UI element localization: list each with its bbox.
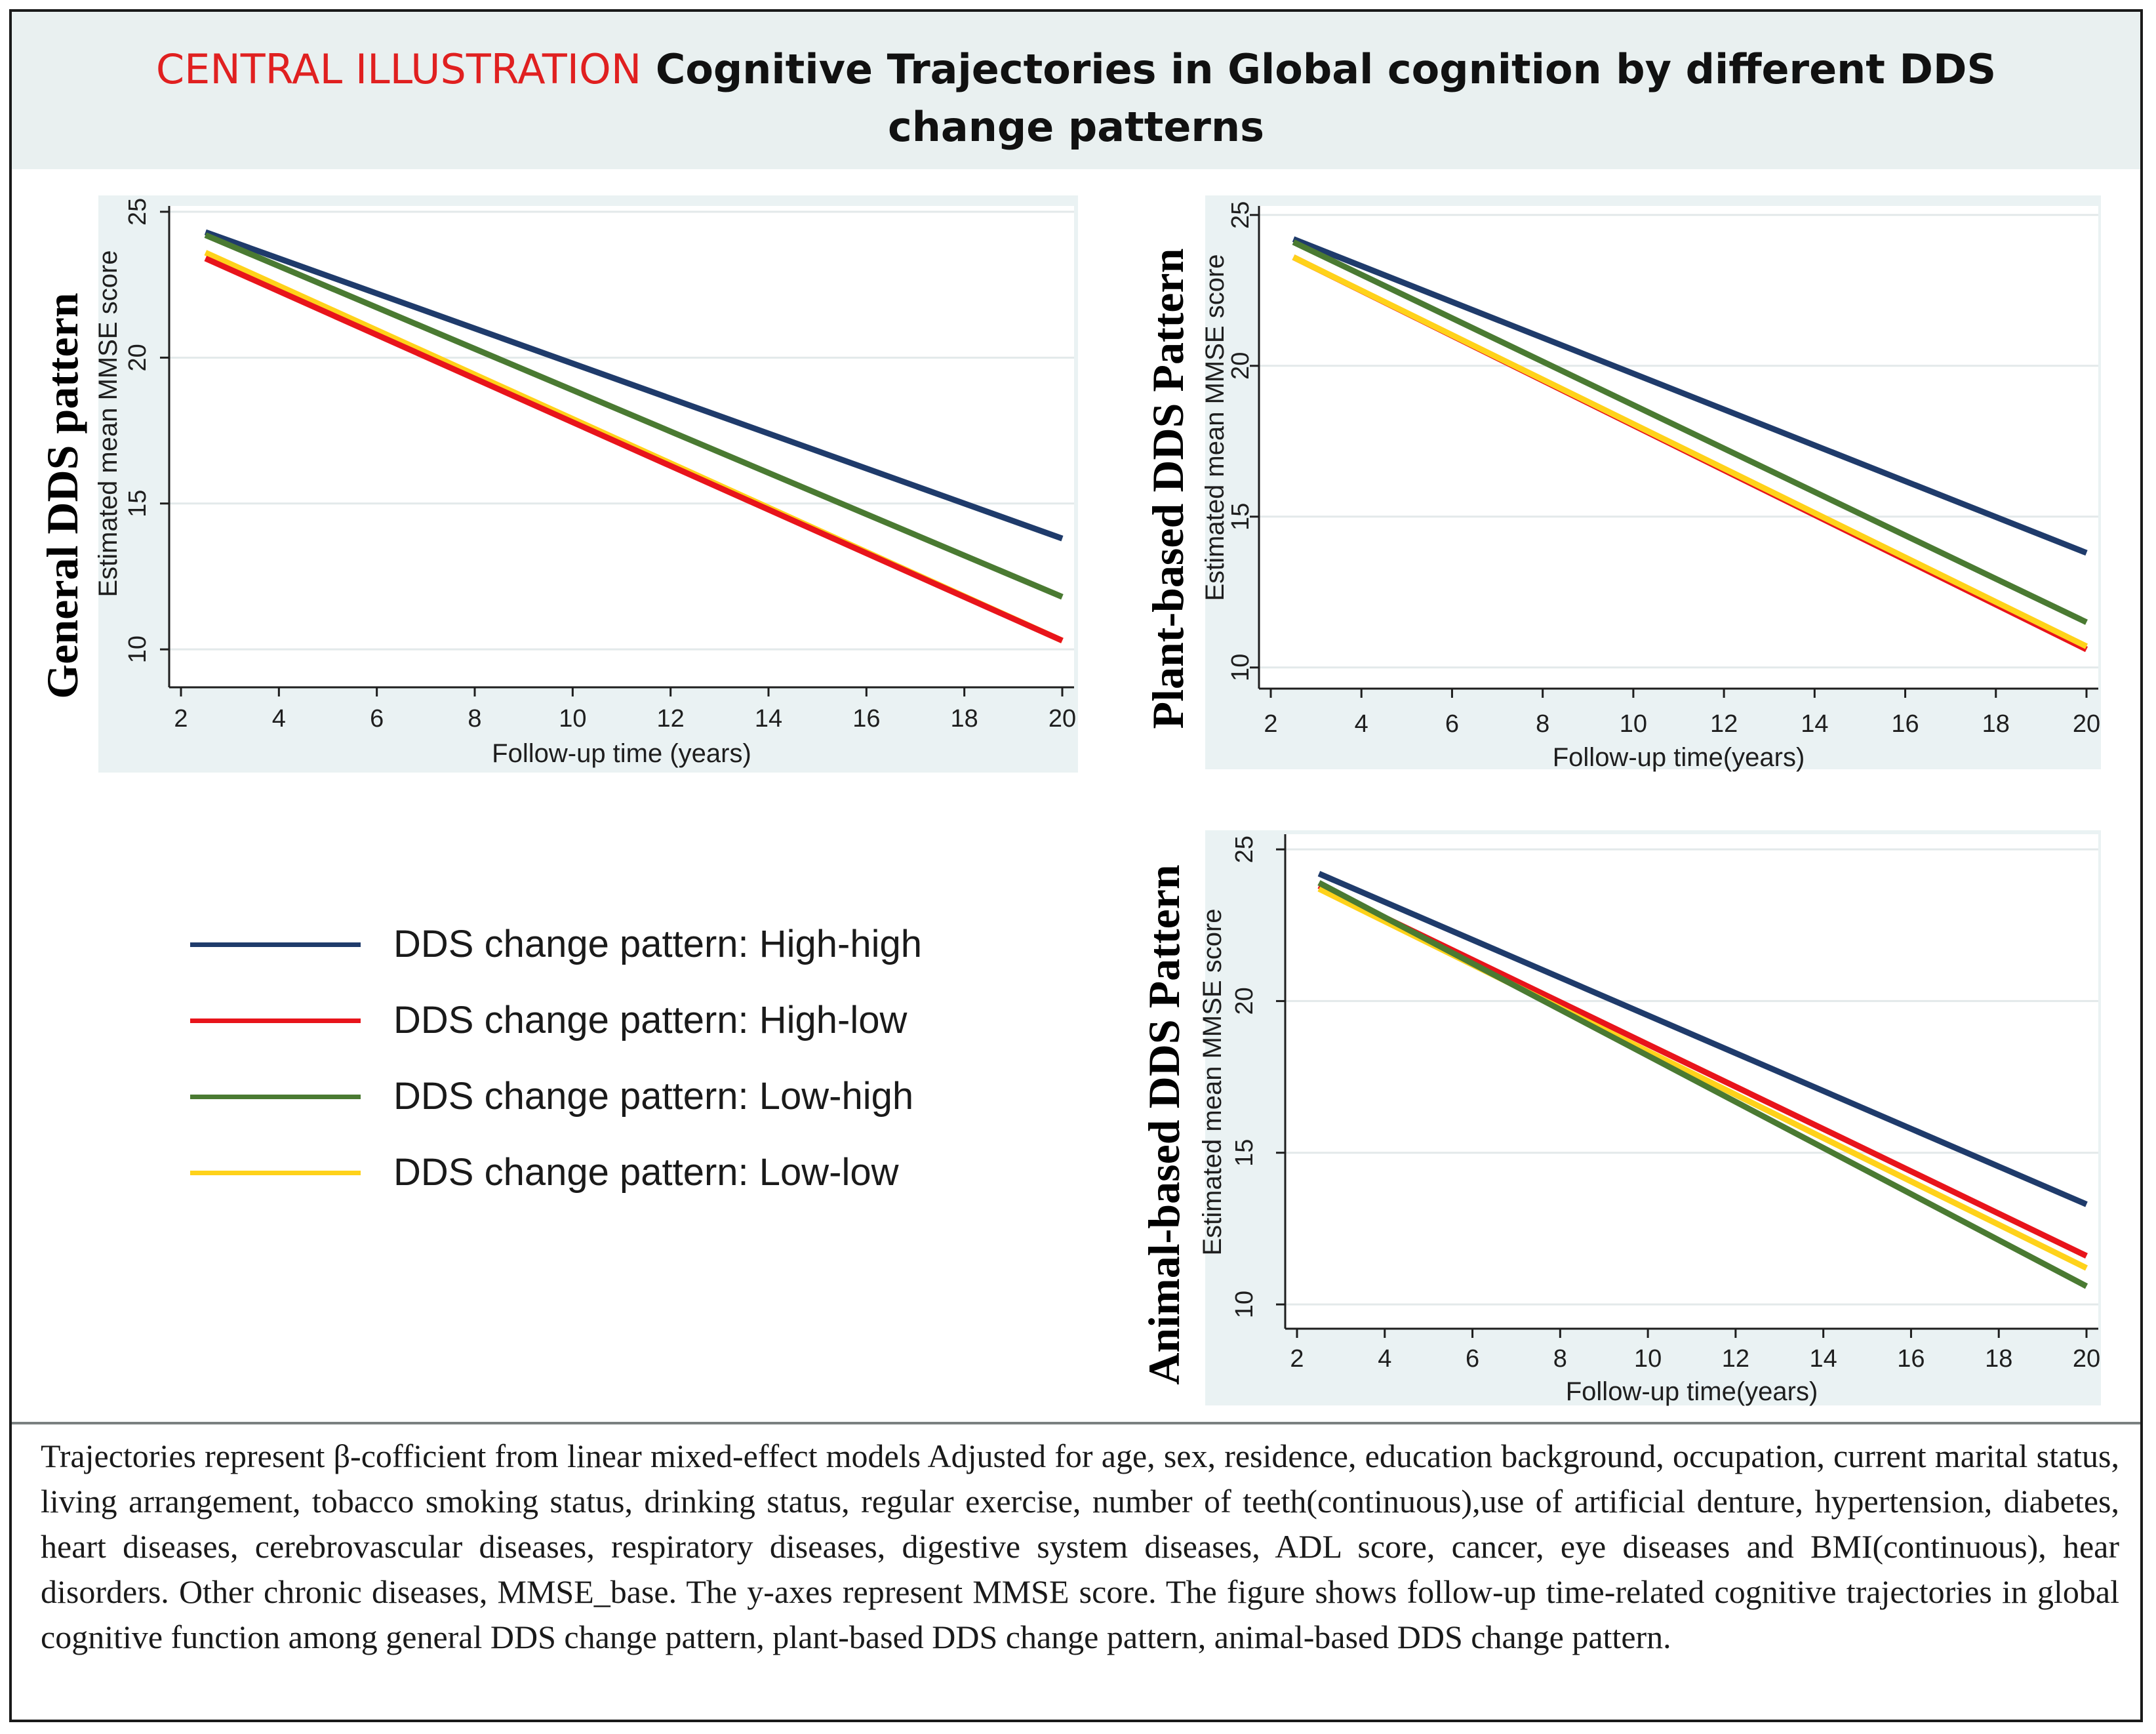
legend-swatch-high-low	[190, 1018, 361, 1023]
x-tick-label: 14	[755, 705, 782, 733]
x-tick-label: 16	[1897, 1345, 1925, 1373]
y-tick-label: 10	[124, 635, 151, 663]
y-tick-label: 20	[124, 344, 151, 371]
series-line-low-high	[1292, 239, 2088, 625]
x-tick-label: 12	[657, 705, 685, 733]
x-axis-label: Follow-up time(years)	[1553, 743, 1805, 772]
x-tick-label: 8	[468, 705, 481, 733]
y-tick-label: 15	[1227, 503, 1254, 531]
legend: DDS change pattern: High-high DDS change…	[190, 918, 1043, 1233]
x-axis-label: Follow-up time (years)	[492, 739, 751, 768]
panel-title: General DDS pattern	[37, 292, 87, 698]
x-tick-label: 8	[1536, 710, 1549, 738]
y-tick-label: 25	[1231, 836, 1258, 863]
y-tick-label: 20	[1227, 352, 1254, 380]
series-line-low-high	[204, 232, 1064, 600]
y-tick-label: 10	[1231, 1291, 1258, 1318]
x-tick-label: 18	[1985, 1345, 2012, 1373]
legend-swatch-low-low	[190, 1171, 361, 1175]
x-tick-label: 2	[1290, 1345, 1304, 1373]
x-tick-label: 20	[2073, 1345, 2100, 1373]
x-tick-label: 12	[1710, 710, 1738, 738]
x-tick-label: 6	[1445, 710, 1459, 738]
series-line-low-low	[1292, 254, 2088, 649]
legend-label-low-low: DDS change pattern: Low-low	[393, 1151, 899, 1194]
legend-label-high-low: DDS change pattern: High-low	[393, 999, 908, 1041]
x-tick-label: 10	[1620, 710, 1647, 738]
caption-divider	[12, 1422, 2140, 1424]
x-tick-label: 8	[1553, 1345, 1567, 1373]
x-tick-label: 10	[559, 705, 586, 733]
y-tick-label: 10	[1227, 654, 1254, 681]
x-tick-label: 18	[1982, 710, 2010, 738]
x-tick-label: 18	[951, 705, 978, 733]
y-tick-label: 15	[1231, 1139, 1258, 1167]
chart-general: 10 15 20 25 2 4 6 8 10 12 14 16 18 20 Follow-up time (…	[37, 195, 1078, 773]
chart-animal: 10 15 20 25 2 4 6 8 10 12 14 16 18 20 Follow-up time(y…	[1139, 830, 2101, 1406]
x-tick-label: 2	[174, 705, 188, 733]
legend-label-high-high: DDS change pattern: High-high	[393, 923, 923, 965]
series-line-low-high	[1317, 880, 2088, 1289]
panel-title: Plant-based DDS Pattern	[1143, 249, 1193, 729]
x-tick-label: 14	[1801, 710, 1828, 738]
chart-plant: 10 15 20 25 2 4 6 8 10 12 14 16 18 20 Follow-up time(y…	[1143, 195, 2101, 772]
x-tick-label: 20	[2073, 710, 2100, 738]
series-line-high-high	[1292, 236, 2088, 556]
x-tick-label: 4	[272, 705, 286, 733]
y-axis-label: Estimated mean MMSE score	[1198, 908, 1227, 1255]
x-axis-label: Follow-up time(years)	[1566, 1377, 1818, 1406]
x-tick-label: 6	[370, 705, 384, 733]
panel-title: Animal-based DDS Pattern	[1139, 864, 1189, 1384]
legend-swatch-high-high	[190, 942, 361, 947]
y-tick-label: 25	[124, 198, 151, 226]
x-tick-label: 4	[1378, 1345, 1391, 1373]
x-tick-label: 20	[1048, 705, 1076, 733]
series-line-high-high	[204, 229, 1064, 542]
x-tick-label: 10	[1634, 1345, 1662, 1373]
x-tick-label: 16	[852, 705, 880, 733]
y-axis-label: Estimated mean MMSE score	[94, 250, 123, 597]
y-tick-label: 20	[1231, 987, 1258, 1015]
figure-caption: Trajectories represent β-cofficient from…	[41, 1438, 2119, 1655]
x-tick-label: 16	[1891, 710, 1919, 738]
x-tick-label: 2	[1264, 710, 1277, 738]
series-line-high-high	[1317, 871, 2088, 1207]
y-axis-label: Estimated mean MMSE score	[1201, 254, 1229, 601]
figure-header: CENTRAL ILLUSTRATION Cognitive Trajector…	[12, 12, 2140, 169]
x-tick-label: 6	[1466, 1345, 1479, 1373]
x-tick-label: 12	[1722, 1345, 1749, 1373]
x-tick-label: 14	[1810, 1345, 1837, 1373]
y-tick-label: 15	[124, 490, 151, 517]
y-tick-label: 25	[1227, 201, 1254, 229]
legend-label-low-high: DDS change pattern: Low-high	[393, 1075, 914, 1118]
series-line-high-low	[204, 255, 1064, 643]
central-illustration-label: CENTRAL ILLUSTRATION	[155, 45, 642, 93]
x-tick-label: 4	[1355, 710, 1368, 738]
figure-title: Cognitive Trajectories in Global cogniti…	[655, 45, 1997, 151]
legend-swatch-low-high	[190, 1095, 361, 1099]
